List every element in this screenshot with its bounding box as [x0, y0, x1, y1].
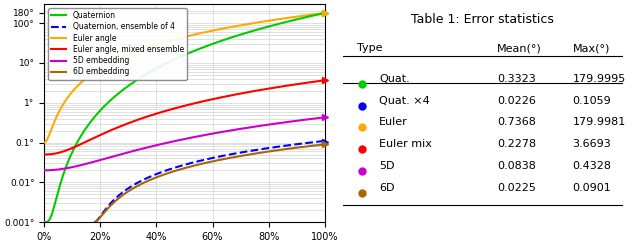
- Text: 0.2278: 0.2278: [497, 139, 536, 149]
- Text: Euler mix: Euler mix: [379, 139, 432, 149]
- Text: 0.4328: 0.4328: [573, 161, 612, 171]
- Text: 0.0225: 0.0225: [497, 183, 536, 193]
- Text: Type: Type: [356, 43, 382, 53]
- Text: 0.7368: 0.7368: [497, 118, 536, 127]
- Text: Max(°): Max(°): [573, 43, 610, 53]
- Text: Quat. ×4: Quat. ×4: [379, 96, 430, 106]
- Text: 179.9995: 179.9995: [573, 74, 626, 84]
- Text: 0.0901: 0.0901: [573, 183, 611, 193]
- Text: 5D: 5D: [379, 161, 395, 171]
- Text: Euler: Euler: [379, 118, 408, 127]
- Text: 0.0226: 0.0226: [497, 96, 536, 106]
- Text: 3.6693: 3.6693: [573, 139, 611, 149]
- Text: 6D: 6D: [379, 183, 395, 193]
- Text: 0.0838: 0.0838: [497, 161, 536, 171]
- Text: Mean(°): Mean(°): [497, 43, 541, 53]
- Text: 179.9981: 179.9981: [573, 118, 626, 127]
- Text: 0.3323: 0.3323: [497, 74, 536, 84]
- Legend: Quaternion, Quaternion, ensemble of 4, Euler angle, Euler angle, mixed ensemble,: Quaternion, Quaternion, ensemble of 4, E…: [48, 8, 187, 79]
- Text: Quat.: Quat.: [379, 74, 410, 84]
- Text: 0.1059: 0.1059: [573, 96, 611, 106]
- Text: Table 1: Error statistics: Table 1: Error statistics: [412, 13, 554, 26]
